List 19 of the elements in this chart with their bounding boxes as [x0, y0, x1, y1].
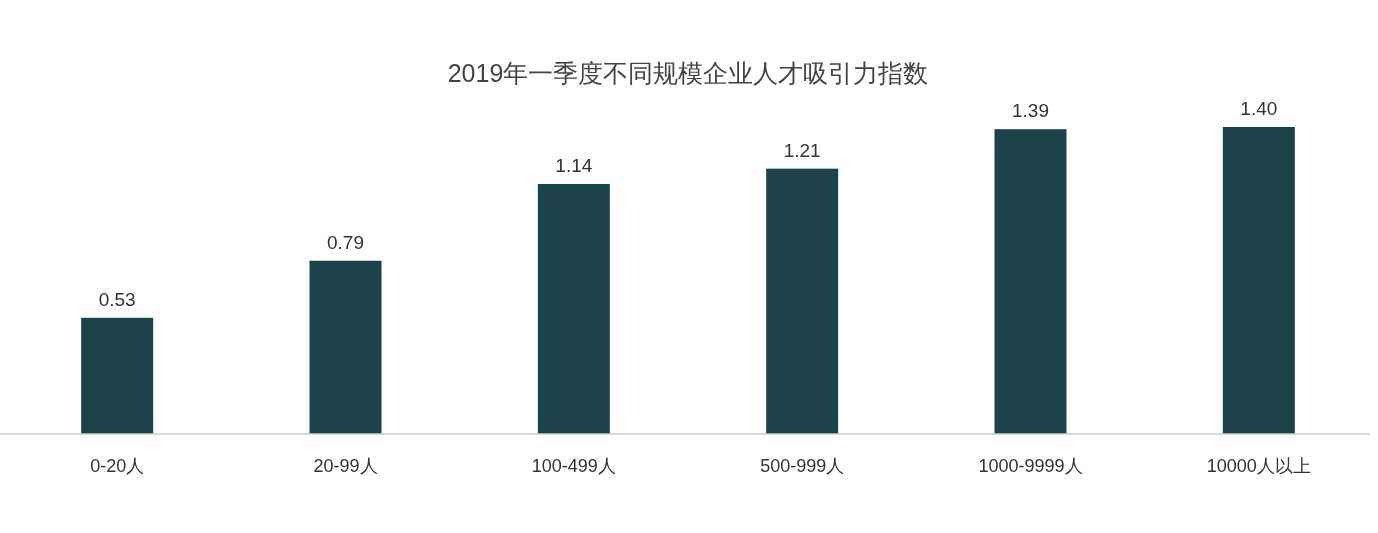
data-label: 0.79: [327, 231, 364, 253]
x-tick-label: 0-20人: [90, 456, 145, 476]
x-tick-label: 500-999人: [760, 456, 845, 476]
x-tick-label: 100-499人: [531, 456, 616, 476]
data-label: 1.21: [783, 139, 821, 161]
data-label: 0.53: [98, 288, 136, 310]
bar: [766, 168, 839, 434]
x-tick-label: 1000-9999人: [978, 456, 1083, 476]
bar: [309, 260, 382, 434]
chart-title: 2019年一季度不同规模企业人才吸引力指数: [447, 59, 929, 87]
x-tick-label: 20-99人: [313, 456, 378, 476]
bar: [81, 317, 154, 434]
x-tick-label: 10000人以上: [1206, 456, 1311, 476]
data-label: 1.39: [1012, 100, 1049, 122]
data-label: 1.40: [1240, 98, 1278, 119]
bar: [994, 129, 1067, 434]
bar: [1222, 127, 1295, 434]
data-label: 1.14: [555, 155, 593, 177]
bar: [537, 184, 610, 434]
